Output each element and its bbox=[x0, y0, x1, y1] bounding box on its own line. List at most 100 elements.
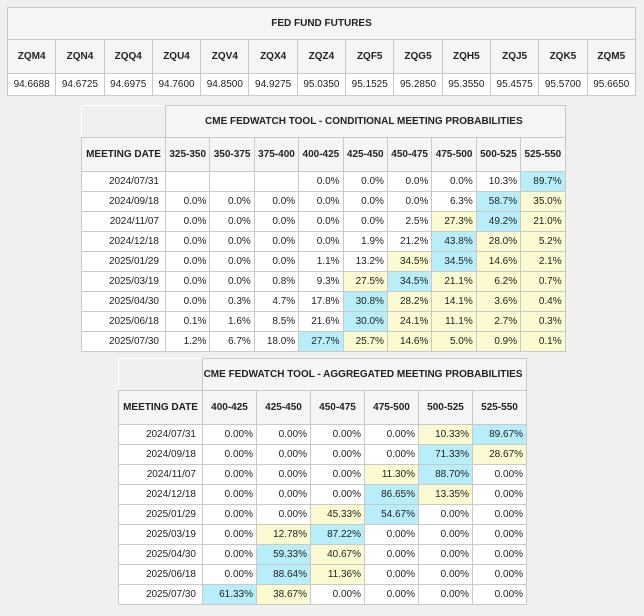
probability-cell: 88.70% bbox=[418, 464, 473, 485]
aggregated-title: CME FEDWATCH TOOL - AGGREGATED MEETING P… bbox=[201, 358, 528, 391]
conditional-title: CME FEDWATCH TOOL - CONDITIONAL MEETING … bbox=[165, 105, 566, 138]
meeting-date: 2024/11/07 bbox=[81, 211, 166, 232]
meeting-date: 2024/09/18 bbox=[118, 444, 203, 465]
futures-value: 94.8500 bbox=[200, 73, 250, 96]
rate-range-header: 375-400 bbox=[253, 137, 300, 172]
probability-cell: 2.5% bbox=[386, 211, 433, 232]
rate-range-header: 500-525 bbox=[418, 390, 473, 425]
futures-header: ZQK5 bbox=[538, 39, 588, 74]
probability-cell: 0.00% bbox=[418, 584, 473, 605]
futures-header-row: ZQM4 ZQN4 ZQQ4 ZQU4 ZQV4 ZQX4 ZQZ4 ZQF5 … bbox=[6, 39, 637, 74]
probability-cell: 8.5% bbox=[253, 311, 300, 332]
probability-cell: 0.0% bbox=[253, 251, 300, 272]
probability-cell: 43.8% bbox=[431, 231, 477, 252]
probability-cell: 12.78% bbox=[256, 524, 311, 545]
probability-cell: 9.3% bbox=[298, 271, 344, 292]
meeting-date: 2025/01/29 bbox=[118, 504, 203, 525]
probability-cell: 18.0% bbox=[253, 331, 300, 352]
probability-cell: 0.00% bbox=[471, 504, 528, 525]
probability-cell: 0.00% bbox=[418, 564, 473, 585]
table-row: 2025/06/18 0.00% 88.64% 11.36% 0.00% 0.00% 0.0… bbox=[118, 564, 528, 585]
probability-cell: 0.00% bbox=[471, 524, 528, 545]
probability-cell: 14.1% bbox=[431, 291, 477, 312]
meeting-date: 2024/09/18 bbox=[81, 191, 166, 212]
futures-header: ZQU4 bbox=[151, 39, 202, 74]
probability-cell: 0.00% bbox=[202, 504, 257, 525]
probability-cell: 0.0% bbox=[209, 231, 255, 252]
probability-cell: 0.00% bbox=[418, 504, 473, 525]
probability-cell: 0.00% bbox=[471, 464, 528, 485]
meeting-date: 2025/04/30 bbox=[118, 544, 203, 565]
probability-cell: 0.00% bbox=[202, 524, 257, 545]
futures-header: ZQX4 bbox=[248, 39, 298, 74]
meeting-date: 2025/06/18 bbox=[118, 564, 203, 585]
futures-value: 95.3550 bbox=[441, 73, 491, 96]
meeting-date: 2024/12/18 bbox=[81, 231, 166, 252]
table-row: 2025/04/30 0.0% 0.3% 4.7% 17.8% 30.8% 28.2% 14.… bbox=[81, 291, 566, 312]
probability-cell: 0.00% bbox=[310, 584, 365, 605]
probability-cell: 0.0% bbox=[431, 171, 477, 192]
rate-range-header: 500-525 bbox=[475, 137, 522, 172]
table-row: 2024/11/07 0.00% 0.00% 0.00% 11.30% 88.70% 0.0… bbox=[118, 464, 528, 485]
probability-cell: 0.00% bbox=[364, 424, 419, 445]
probability-cell: 0.00% bbox=[202, 464, 257, 485]
probability-cell: 34.5% bbox=[386, 251, 433, 272]
meeting-date-header: MEETING DATE bbox=[118, 390, 203, 425]
fed-fund-futures-table: FED FUND FUTURES ZQM4 ZQN4 ZQQ4 ZQU4 ZQV… bbox=[6, 7, 637, 96]
table-row: 2025/03/19 0.00% 12.78% 87.22% 0.00% 0.00% 0.0… bbox=[118, 524, 528, 545]
probability-cell: 0.00% bbox=[364, 444, 419, 465]
probability-cell: 0.00% bbox=[418, 544, 473, 565]
probability-cell: 0.0% bbox=[253, 211, 300, 232]
probability-cell: 0.00% bbox=[364, 524, 419, 545]
probability-cell: 89.7% bbox=[520, 171, 566, 192]
futures-value: 94.6975 bbox=[103, 73, 153, 96]
probability-cell: 61.33% bbox=[202, 584, 257, 605]
probability-cell: 21.2% bbox=[386, 231, 433, 252]
probability-cell bbox=[209, 171, 255, 192]
probability-cell: 0.0% bbox=[342, 211, 388, 232]
probability-cell: 0.0% bbox=[342, 171, 388, 192]
probability-cell: 58.7% bbox=[475, 191, 522, 212]
futures-value: 94.6688 bbox=[6, 73, 57, 96]
probability-cell: 6.7% bbox=[209, 331, 255, 352]
probability-cell bbox=[164, 171, 211, 192]
futures-header: ZQN4 bbox=[55, 39, 105, 74]
probability-cell: 14.6% bbox=[475, 251, 522, 272]
probability-cell: 6.2% bbox=[475, 271, 522, 292]
rate-range-header: 425-450 bbox=[256, 390, 311, 425]
probability-cell: 0.00% bbox=[202, 544, 257, 565]
futures-value: 95.1525 bbox=[345, 73, 395, 96]
probability-cell: 0.0% bbox=[342, 191, 388, 212]
probability-cell: 0.7% bbox=[520, 271, 566, 292]
table-row: 2024/12/18 0.00% 0.00% 0.00% 86.65% 13.35% 0.0… bbox=[118, 484, 528, 505]
probability-cell: 0.0% bbox=[164, 271, 211, 292]
table-row: 2025/06/18 0.1% 1.6% 8.5% 21.6% 30.0% 24.1% 11.… bbox=[81, 311, 566, 332]
futures-value: 94.7600 bbox=[151, 73, 202, 96]
rate-range-header: 475-500 bbox=[431, 137, 477, 172]
rate-range-header: 325-350 bbox=[164, 137, 211, 172]
futures-header: ZQJ5 bbox=[489, 39, 540, 74]
probability-cell: 0.0% bbox=[209, 211, 255, 232]
probability-cell: 5.0% bbox=[431, 331, 477, 352]
probability-cell: 0.00% bbox=[256, 444, 311, 465]
probability-cell: 10.3% bbox=[475, 171, 522, 192]
rate-range-header: 350-375 bbox=[209, 137, 255, 172]
probability-cell: 0.0% bbox=[298, 171, 344, 192]
rate-range-header: 525-550 bbox=[520, 137, 566, 172]
table-row: 2025/03/19 0.0% 0.0% 0.8% 9.3% 27.5% 34.5% 21.1… bbox=[81, 271, 566, 292]
probability-cell: 88.64% bbox=[256, 564, 311, 585]
probability-cell: 86.65% bbox=[364, 484, 419, 505]
table-row: 2025/04/30 0.00% 59.33% 40.67% 0.00% 0.00% 0.0… bbox=[118, 544, 528, 565]
probability-cell: 28.2% bbox=[386, 291, 433, 312]
futures-value: 94.6725 bbox=[55, 73, 105, 96]
futures-header: ZQM4 bbox=[6, 39, 57, 74]
probability-cell: 30.8% bbox=[342, 291, 388, 312]
probability-cell: 0.00% bbox=[310, 424, 365, 445]
table-row: 2025/01/29 0.0% 0.0% 0.0% 1.1% 13.2% 34.5% 34.5… bbox=[81, 251, 566, 272]
probability-cell: 34.5% bbox=[431, 251, 477, 272]
table-row: 2024/12/18 0.0% 0.0% 0.0% 0.0% 1.9% 21.2% 43.8%… bbox=[81, 231, 566, 252]
table-row: 2025/01/29 0.00% 0.00% 45.33% 54.67% 0.00% 0.0… bbox=[118, 504, 528, 525]
meeting-date: 2025/01/29 bbox=[81, 251, 166, 272]
aggregated-probabilities-table: CME FEDWATCH TOOL - AGGREGATED MEETING P… bbox=[118, 358, 528, 605]
rate-range-header: 425-450 bbox=[342, 137, 388, 172]
